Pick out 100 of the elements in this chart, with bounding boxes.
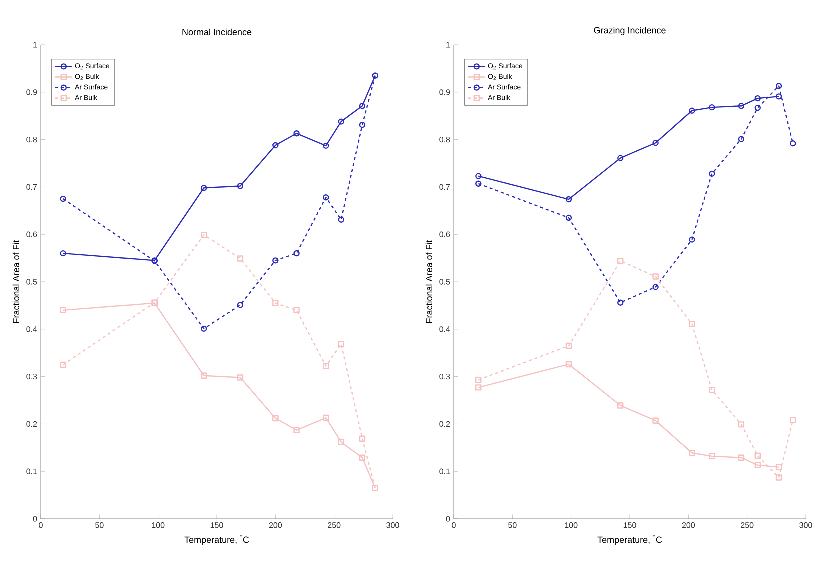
point — [476, 180, 482, 187]
point — [566, 196, 572, 203]
point — [618, 155, 624, 162]
point — [272, 142, 279, 149]
x-tick-label: 0 — [452, 522, 456, 528]
point — [738, 103, 745, 110]
point — [618, 402, 624, 409]
point — [338, 216, 344, 224]
x-tick-label: 0 — [39, 522, 43, 528]
y-axis-title: Fractional Area of Fit — [426, 240, 432, 324]
point — [272, 300, 279, 306]
y-tick-label: 0.7 — [26, 184, 38, 190]
point — [237, 374, 244, 381]
point — [323, 414, 330, 422]
point — [294, 307, 300, 314]
y-tick-label: 0.6 — [26, 232, 38, 238]
y-tick-label: 0.6 — [440, 232, 450, 238]
chart-title: Grazing Incidence — [594, 27, 666, 36]
y-tick-label: 0.2 — [440, 421, 450, 428]
point — [272, 415, 279, 422]
y-tick-label: 1 — [34, 42, 38, 48]
x-tick-label: 50 — [96, 522, 104, 528]
point — [294, 427, 300, 434]
point — [754, 104, 761, 112]
point — [754, 95, 761, 102]
point — [338, 439, 344, 446]
point — [200, 232, 208, 238]
point — [776, 474, 782, 481]
point — [294, 250, 300, 257]
point — [652, 140, 659, 146]
x-tick-label: 100 — [152, 522, 165, 528]
point — [294, 130, 300, 137]
point — [652, 284, 659, 290]
y-tick-label: 0.4 — [26, 326, 38, 332]
point — [323, 142, 330, 150]
y-tick-label: 0.9 — [440, 90, 450, 96]
point — [60, 362, 66, 368]
point — [709, 104, 716, 111]
point — [200, 372, 208, 379]
y-tick-label: 0.3 — [440, 374, 450, 380]
point — [738, 422, 745, 428]
point — [237, 183, 244, 190]
point — [709, 386, 716, 394]
x-tick-label: 50 — [508, 522, 517, 528]
point — [359, 436, 366, 442]
point — [738, 454, 745, 461]
point — [200, 326, 208, 332]
point — [338, 118, 344, 125]
point — [790, 140, 796, 147]
y-tick-label: 0 — [33, 516, 38, 522]
y-tick-label: 0.2 — [26, 421, 38, 428]
point — [566, 361, 572, 368]
y-tick-label: 0 — [446, 516, 450, 522]
y-tick-label: 0.7 — [440, 184, 450, 190]
point — [323, 194, 330, 201]
point — [566, 214, 572, 222]
point — [689, 236, 696, 243]
point — [359, 103, 366, 110]
y-tick-label: 0.8 — [26, 136, 38, 143]
point — [566, 342, 572, 350]
x-tick-label: 200 — [269, 522, 282, 528]
point — [652, 418, 659, 424]
point — [776, 83, 782, 90]
y-tick-label: 1 — [446, 42, 450, 48]
y-tick-label: 0.8 — [440, 136, 450, 143]
x-tick-label: 250 — [741, 522, 754, 528]
y-tick-label: 0.3 — [26, 374, 38, 380]
point — [237, 256, 244, 262]
x-tick-label: 250 — [328, 522, 341, 528]
chart-title: Normal Incidence — [182, 28, 252, 36]
point — [476, 384, 482, 391]
x-axis-title: Temperature, $^{°}$C — [184, 535, 250, 545]
y-tick-label: 0.5 — [26, 279, 38, 285]
point — [709, 453, 716, 460]
x-tick-label: 300 — [386, 522, 400, 528]
point — [338, 340, 344, 348]
x-axis-title: Temperature, $^{°}$C — [598, 535, 662, 545]
y-tick-label: 0.1 — [26, 468, 38, 474]
point — [359, 122, 366, 128]
point — [323, 363, 330, 370]
y-tick-label: 0.9 — [26, 90, 38, 96]
point — [652, 274, 659, 280]
point — [618, 300, 624, 306]
x-tick-label: 150 — [624, 522, 636, 528]
x-tick-label: 100 — [565, 522, 578, 528]
x-tick-label: 200 — [682, 522, 696, 528]
point — [476, 377, 482, 384]
y-tick-label: 0.1 — [440, 468, 450, 474]
point — [754, 462, 761, 469]
y-axis-title: Fractional Area of Fit — [12, 240, 20, 324]
point — [689, 450, 696, 456]
point — [60, 196, 66, 202]
point — [200, 185, 208, 192]
point — [272, 258, 279, 264]
point — [738, 136, 745, 142]
y-tick-label: 0.5 — [440, 279, 450, 285]
point — [689, 321, 696, 328]
y-tick-label: 0.4 — [440, 326, 450, 332]
point — [60, 307, 66, 314]
point — [709, 170, 716, 178]
